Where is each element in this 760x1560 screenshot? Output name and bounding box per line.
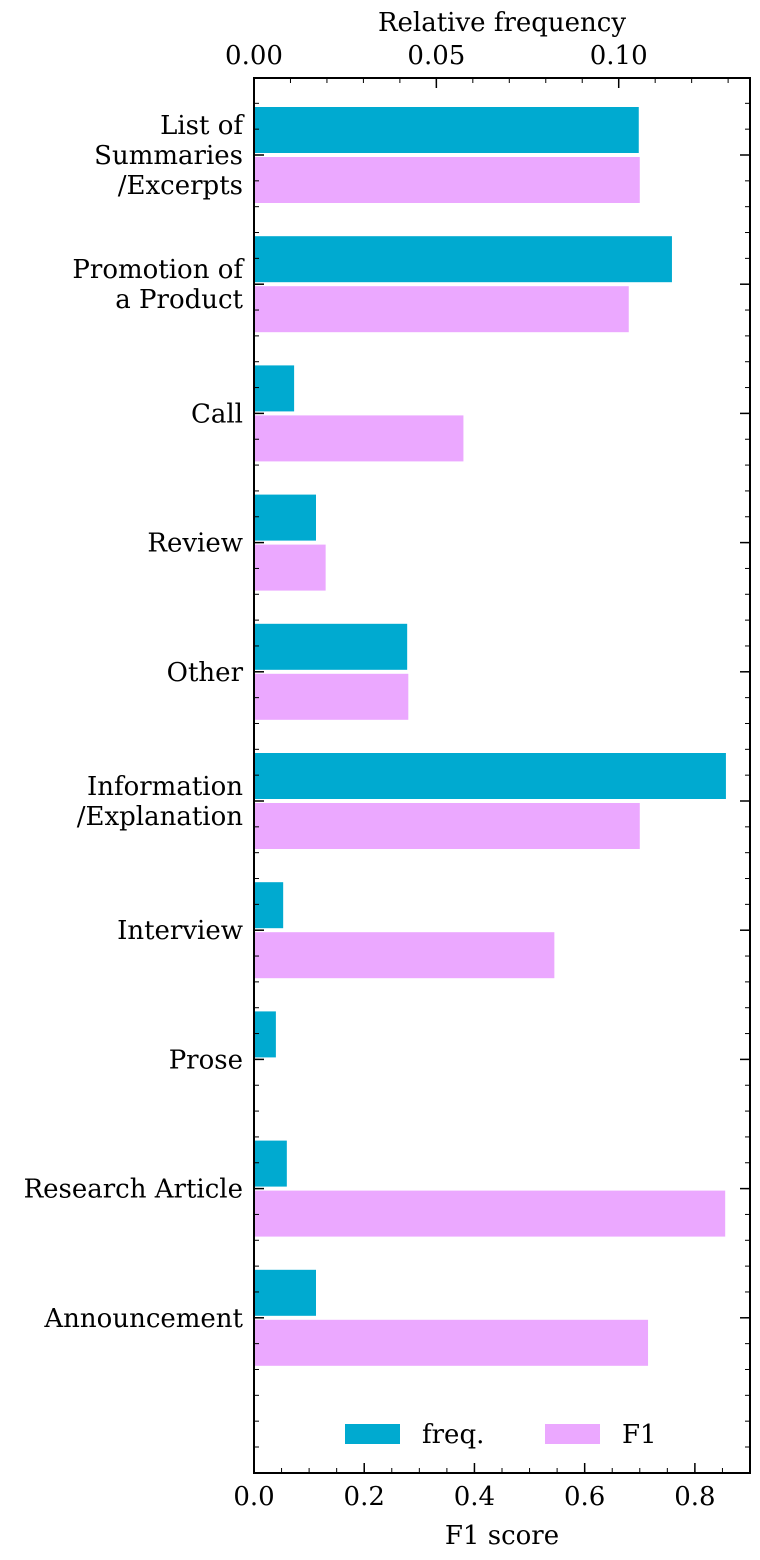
- bar-freq-review: [254, 494, 316, 541]
- bar-freq-prose: [254, 1011, 276, 1058]
- xtick-label-bottom: 0.0: [233, 1482, 274, 1512]
- legend-label-freq: freq.: [422, 1420, 484, 1450]
- plot-frame: [253, 77, 751, 1474]
- legend: freq. F1: [345, 1420, 657, 1450]
- bar-f1-call: [254, 415, 464, 462]
- legend-swatch-f1: [545, 1424, 600, 1444]
- xtick-label-bottom: 0.8: [674, 1482, 715, 1512]
- bar-f1-list-of-summaries-excerpts: [254, 157, 640, 203]
- bar-f1-other: [254, 673, 409, 720]
- category-label-list-of-summaries-excerpts: List of Summaries/Excerpts: [94, 111, 245, 201]
- xtick-label-bottom: 0.6: [564, 1482, 605, 1512]
- bar-f1-information-explanation: [254, 803, 640, 849]
- xtick-label-top: 0.05: [407, 41, 465, 71]
- xtick-label-bottom: 0.2: [344, 1482, 385, 1512]
- bar-freq-research-article: [254, 1140, 287, 1187]
- bar-freq-call: [254, 365, 295, 412]
- category-label-review: Review: [147, 529, 243, 559]
- bar-freq-list-of-summaries-excerpts: [254, 107, 639, 153]
- bar-freq-other: [254, 623, 408, 670]
- bottom-axis-title: F1 score: [445, 1521, 559, 1551]
- legend-swatch-freq: [345, 1424, 400, 1444]
- bar-f1-promotion-of-a-product: [254, 286, 629, 333]
- category-label-announcement: Announcement: [43, 1304, 243, 1334]
- category-label-research-article: Research Article: [24, 1175, 243, 1205]
- category-label-promotion-of-a-product: Promotion of a Product: [72, 255, 245, 315]
- bar-f1-research-article: [254, 1190, 726, 1237]
- category-label-interview: Interview: [117, 916, 243, 946]
- bar-f1-interview: [254, 932, 555, 979]
- category-label-call: Call: [191, 399, 243, 429]
- bar-freq-interview: [254, 882, 284, 929]
- xtick-label-top: 0.10: [590, 41, 648, 71]
- xtick-label-bottom: 0.4: [454, 1482, 495, 1512]
- ticks-layer: [253, 78, 750, 1474]
- bars-layer: [254, 107, 726, 1366]
- category-label-other: Other: [167, 658, 244, 688]
- legend-label-f1: F1: [622, 1420, 657, 1450]
- bar-f1-announcement: [254, 1319, 649, 1366]
- labels-layer: List of Summaries/Excerpts Promotion of a P…: [24, 41, 716, 1512]
- category-label-prose: Prose: [169, 1045, 243, 1075]
- bar-freq-announcement: [254, 1269, 316, 1316]
- bar-freq-information-explanation: [254, 753, 726, 799]
- category-label-information-explanation: Information/Explanation: [77, 772, 244, 832]
- bar-freq-promotion-of-a-product: [254, 236, 672, 283]
- bar-f1-review: [254, 544, 326, 591]
- top-axis-title: Relative frequency: [378, 8, 626, 38]
- xtick-label-top: 0.00: [225, 41, 283, 71]
